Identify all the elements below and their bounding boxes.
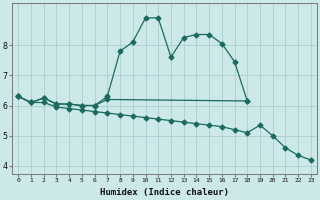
X-axis label: Humidex (Indice chaleur): Humidex (Indice chaleur) [100,188,229,197]
